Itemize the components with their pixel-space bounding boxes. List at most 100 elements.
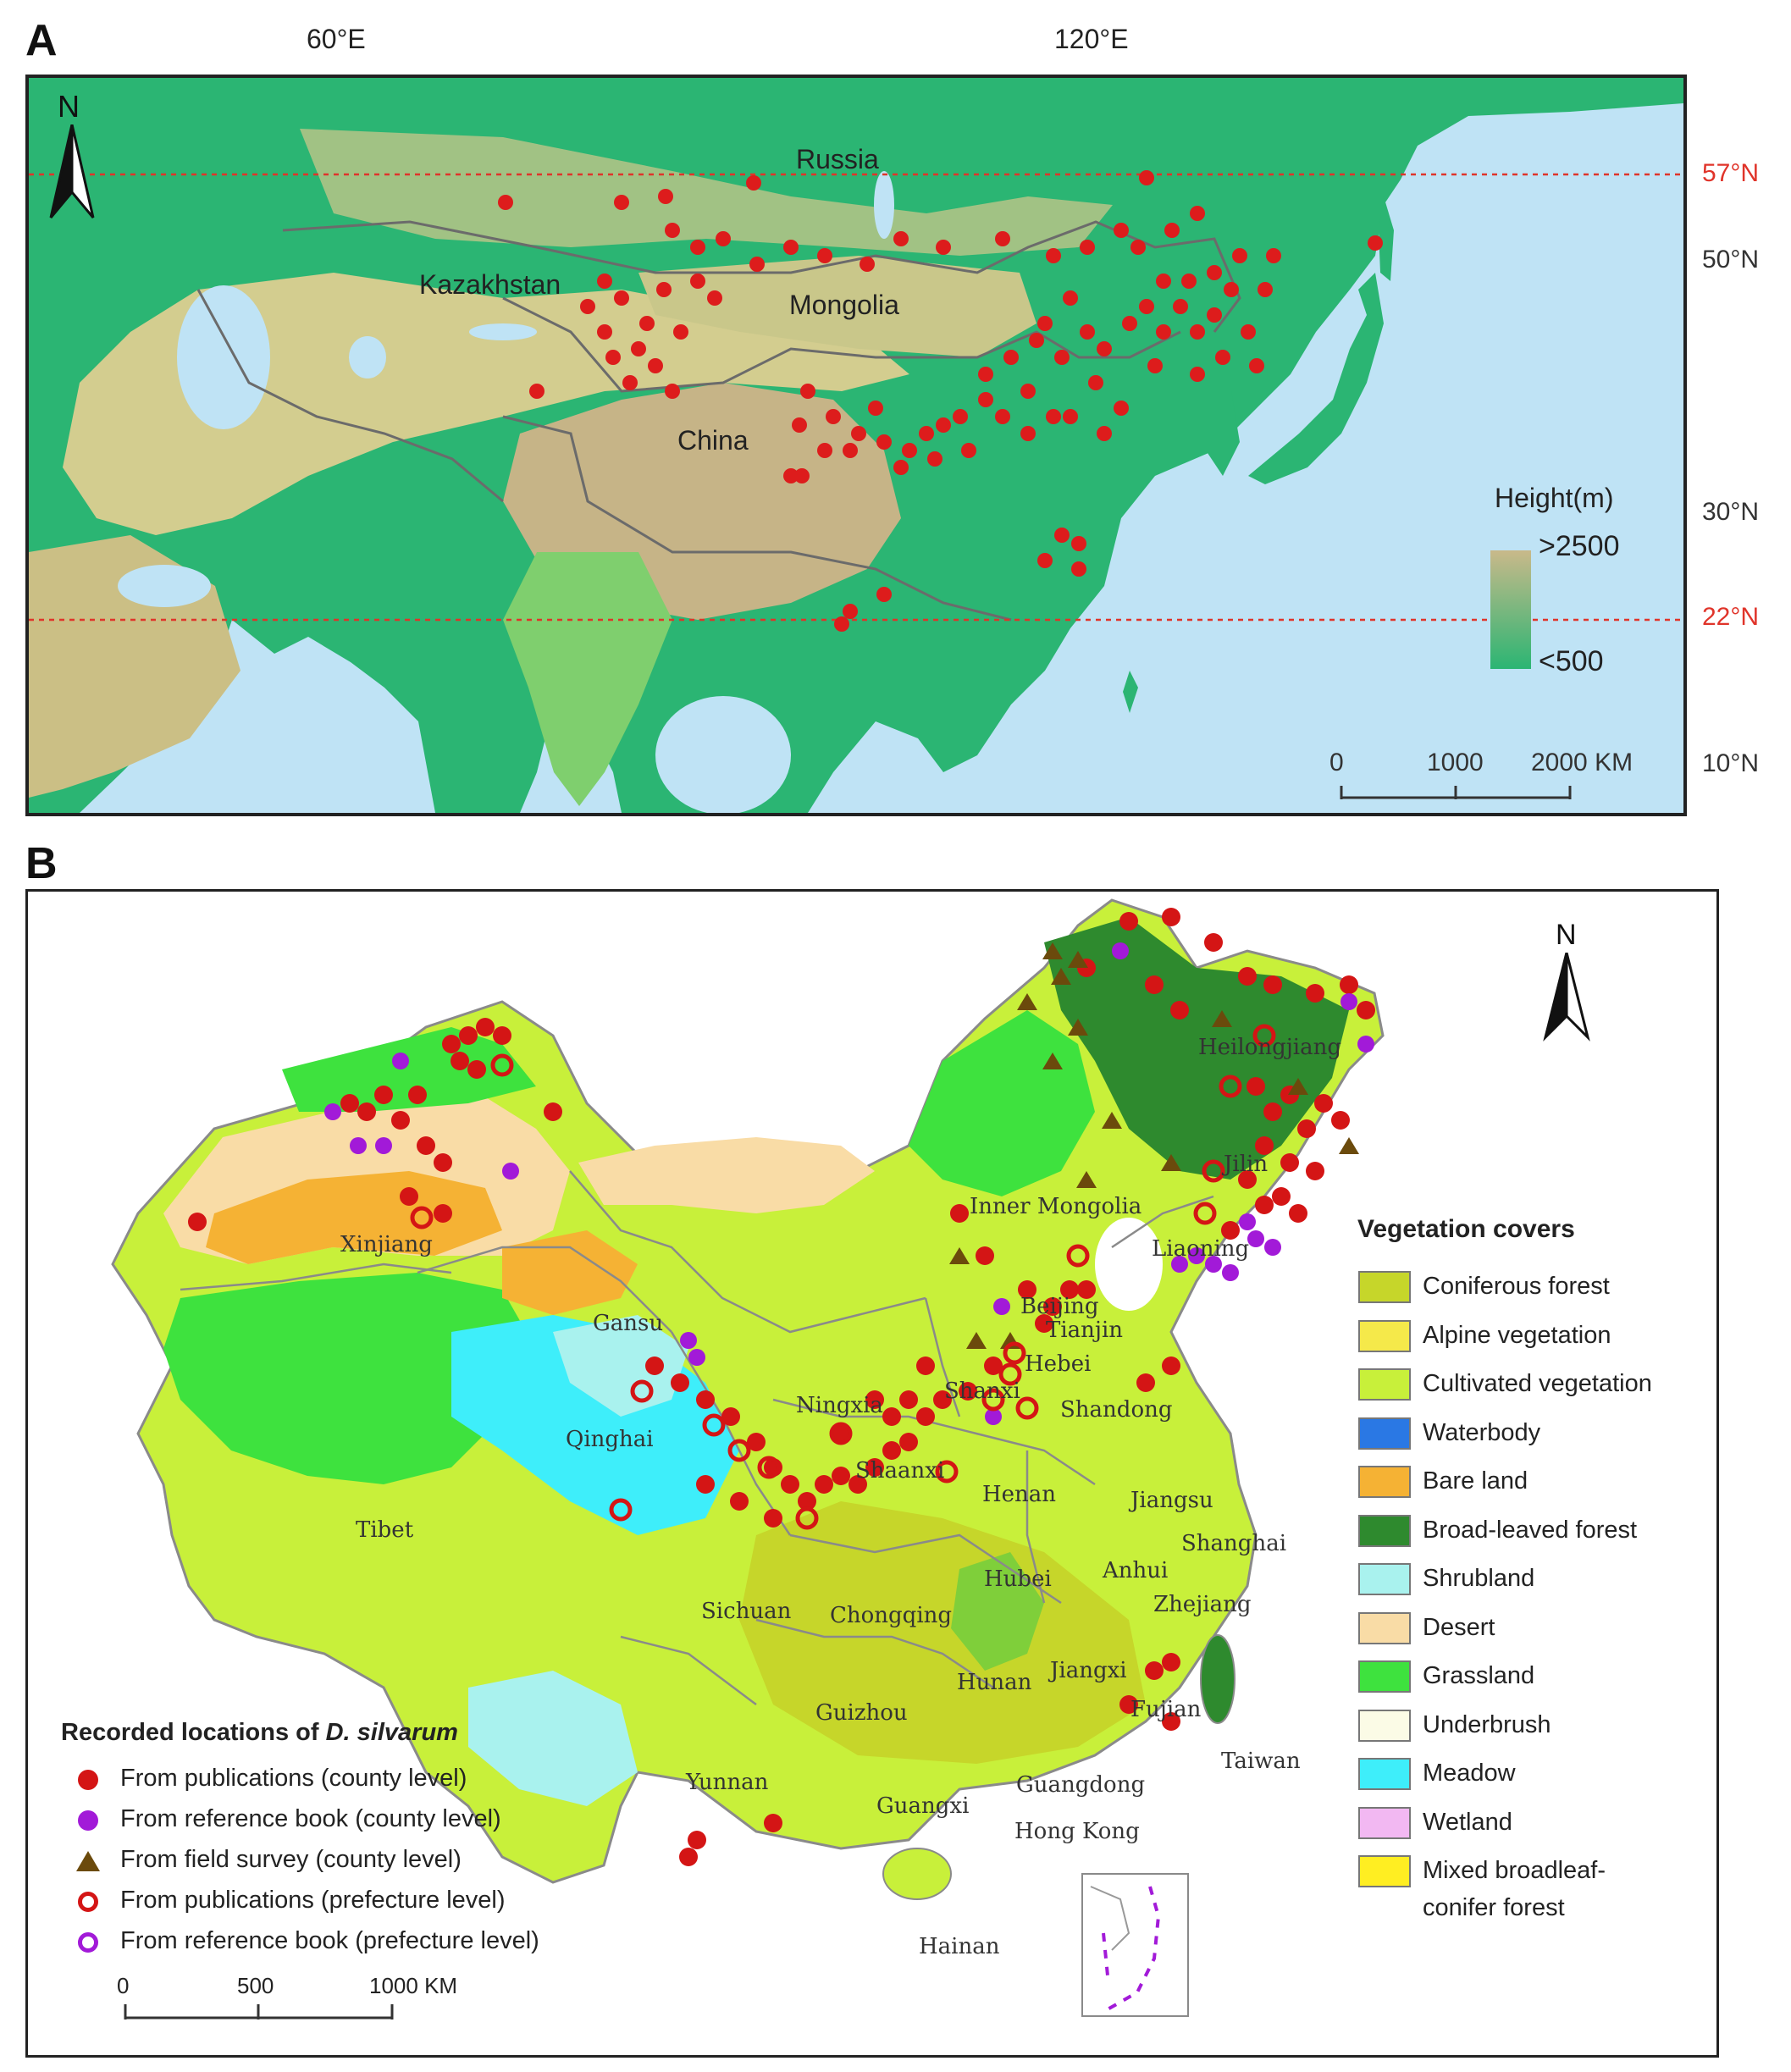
province-label-liaoning: Liaoning	[1152, 1236, 1250, 1262]
height-low-label: <500	[1539, 645, 1604, 677]
record-label: From reference book (prefecture level)	[120, 1927, 539, 1954]
records-legend-item: From publications (prefecture level)	[61, 1883, 654, 1920]
vegetation-legend-item: conifer forest	[1355, 1894, 1711, 1942]
province-label-xinjiang: Xinjiang	[340, 1232, 433, 1257]
records-legend-item: From reference book (county level)	[61, 1802, 654, 1839]
north-arrow-a: N	[42, 89, 102, 224]
vegetation-legend-item: Coniferous forest	[1355, 1266, 1711, 1308]
province-label-inner-mongolia: Inner Mongolia	[970, 1194, 1142, 1219]
province-label-shandong: Shandong	[1060, 1397, 1173, 1423]
caspian-sea	[177, 285, 270, 429]
record-label: From publications (prefecture level)	[120, 1887, 506, 1914]
vegetation-label: Underbrush	[1423, 1710, 1551, 1738]
province-label-henan: Henan	[982, 1482, 1057, 1507]
vegetation-label: Waterbody	[1423, 1418, 1541, 1446]
province-label-yunnan: Yunnan	[686, 1770, 769, 1795]
province-label-tianjin: Tianjin	[1046, 1318, 1124, 1343]
records-title-species: D. silvarum	[325, 1719, 458, 1746]
lake-balkhash	[469, 323, 537, 340]
vegetation-swatch	[1358, 1319, 1411, 1352]
vegetation-swatch	[1358, 1271, 1411, 1303]
province-label-jiangsu: Jiangsu	[1130, 1488, 1213, 1513]
vegetation-label: Alpine vegetation	[1423, 1321, 1611, 1349]
record-symbol-ring-purple	[78, 1932, 98, 1953]
vegetation-legend-title: Vegetation covers	[1357, 1215, 1575, 1243]
lat-label-57: 57°N	[1702, 159, 1760, 187]
record-symbol-dot-purple	[78, 1810, 98, 1831]
province-label-sichuan: Sichuan	[701, 1599, 792, 1624]
record-symbol-dot-red	[78, 1770, 98, 1790]
vegetation-legend-item: Broad-leaved forest	[1355, 1510, 1711, 1552]
province-label-taiwan: Taiwan	[1221, 1749, 1301, 1774]
dzungaria-grass	[282, 1027, 536, 1112]
province-label-chongqing: Chongqing	[830, 1603, 953, 1628]
north-arrow-b: N	[1537, 919, 1596, 1046]
taiwan-island	[1200, 1634, 1235, 1724]
north-letter-a: N	[58, 89, 80, 124]
vegetation-swatch	[1358, 1466, 1411, 1498]
gobi-desert	[578, 1137, 875, 1213]
japan	[1248, 273, 1384, 484]
record-symbol-triangle-brown	[76, 1851, 100, 1871]
vegetation-swatch	[1358, 1855, 1411, 1887]
lat-label-22: 22°N	[1702, 603, 1760, 631]
country-label-kazakhstan: Kazakhstan	[419, 269, 561, 300]
province-label-hebei: Hebei	[1025, 1351, 1092, 1377]
vegetation-label: Grassland	[1423, 1662, 1535, 1689]
vegetation-swatch	[1358, 1611, 1411, 1644]
record-label: From reference book (county level)	[120, 1805, 501, 1832]
tibet-grassland	[163, 1273, 536, 1484]
vegetation-legend-item: Cultivated vegetation	[1355, 1363, 1711, 1406]
lat-label-10: 10°N	[1702, 749, 1760, 777]
scale-bar-a	[1340, 786, 1572, 799]
province-label-zhejiang: Zhejiang	[1153, 1592, 1252, 1617]
south-coniferous	[739, 1501, 1146, 1764]
records-publications-prefecture	[410, 1024, 1276, 1530]
north-arrow-icon-b	[1543, 953, 1590, 1042]
siberia-mosaic	[300, 129, 1113, 256]
province-label-hunan: Hunan	[957, 1670, 1032, 1695]
elevation-map-svg	[29, 78, 1683, 813]
vegetation-legend: Vegetation covers Coniferous forest Alpin…	[1355, 1215, 1711, 1921]
province-label-heilongjiang: Heilongjiang	[1198, 1035, 1341, 1060]
sakhalin	[1379, 196, 1394, 281]
taklamakan-bare	[206, 1171, 502, 1264]
vegetation-legend-item: Grassland	[1355, 1655, 1711, 1698]
province-label-ningxia: Ningxia	[796, 1393, 883, 1418]
vegetation-label: Broad-leaved forest	[1423, 1516, 1638, 1544]
province-label-jilin: Jilin	[1224, 1152, 1269, 1177]
south-broadleaf	[951, 1552, 1044, 1671]
province-label-jiangxi: Jiangxi	[1050, 1658, 1127, 1683]
record-label: From publications (county level)	[120, 1765, 467, 1792]
mongolia-steppe	[638, 256, 1036, 357]
vegetation-swatch	[1358, 1758, 1411, 1790]
occurrence-points	[498, 170, 1383, 632]
vegetation-label: Shrubland	[1423, 1565, 1535, 1592]
elevation-map	[25, 75, 1687, 816]
lat-label-50: 50°N	[1702, 246, 1760, 274]
vegetation-label: Meadow	[1423, 1760, 1516, 1787]
north-letter-b: N	[1556, 919, 1577, 951]
vegetation-swatch	[1358, 1514, 1411, 1547]
height-legend: Height(m) >2500 <500	[1486, 483, 1656, 686]
records-publications-county	[188, 908, 1375, 1866]
records-title-prefix: Recorded locations of	[61, 1719, 326, 1746]
panel-a-label: A	[25, 16, 58, 65]
vegetation-legend-item: Mixed broadleaf-	[1355, 1850, 1711, 1892]
vegetation-swatch	[1358, 1563, 1411, 1595]
lon-label-60: 60°E	[307, 24, 366, 54]
vegetation-map	[25, 889, 1719, 2058]
records-legend-item: From publications (county level)	[61, 1761, 654, 1798]
panel-b-label: B	[25, 839, 58, 888]
country-label-mongolia: Mongolia	[789, 290, 899, 320]
scale-b-label-1000: 1000 KM	[369, 1973, 458, 1998]
vegetation-legend-item: Bare land	[1355, 1461, 1711, 1503]
persian-gulf	[118, 565, 211, 607]
vegetation-swatch	[1358, 1368, 1411, 1401]
vegetation-legend-item: Shrubland	[1355, 1558, 1711, 1600]
bohai-sea	[1095, 1218, 1163, 1311]
northeast-grassland	[909, 1010, 1095, 1196]
vegetation-label: Bare land	[1423, 1467, 1528, 1495]
bay-of-bengal	[655, 696, 791, 813]
country-label-russia: Russia	[796, 144, 879, 174]
